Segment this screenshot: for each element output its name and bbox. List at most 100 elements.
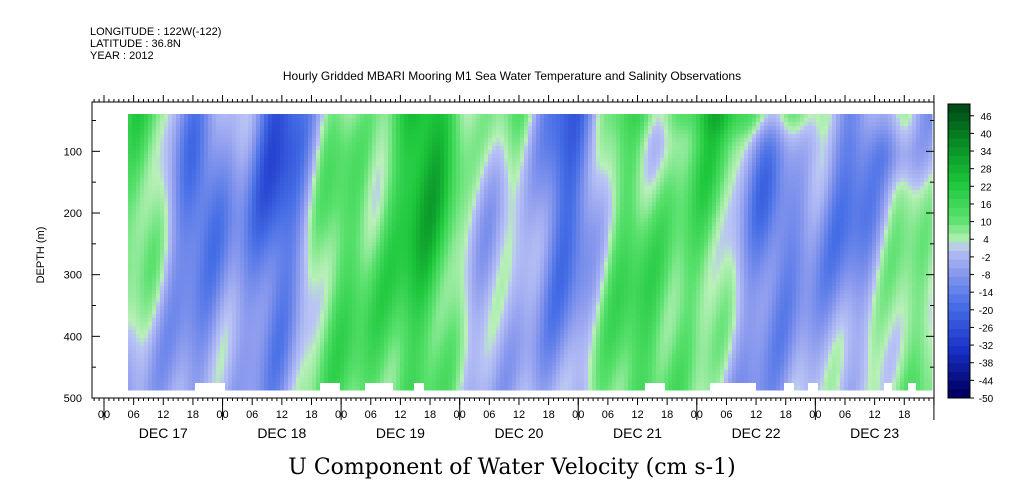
heatmap-cell [400, 130, 405, 135]
heatmap-cell [244, 122, 249, 127]
heatmap-cell [808, 194, 813, 199]
heatmap-cell [928, 178, 933, 183]
heatmap-cell [232, 142, 237, 147]
heatmap-cell [352, 138, 357, 143]
heatmap-cell [164, 126, 169, 131]
heatmap-cell [844, 130, 849, 135]
heatmap-cell [716, 190, 721, 195]
heatmap-cell [792, 158, 797, 163]
heatmap-cell [572, 158, 577, 163]
heatmap-cell [176, 170, 181, 175]
heatmap-cell [848, 202, 853, 207]
heatmap-cell [540, 134, 545, 139]
heatmap-cell [188, 194, 193, 199]
heatmap-cell [616, 126, 621, 131]
heatmap-cell [232, 130, 237, 135]
heatmap-cell [196, 182, 201, 187]
heatmap-cell [360, 134, 365, 139]
heatmap-cell [296, 162, 301, 167]
heatmap-cell [796, 158, 801, 163]
heatmap-cell [284, 126, 289, 131]
heatmap-cell [316, 210, 321, 215]
heatmap-cell [492, 126, 497, 131]
heatmap-cell [380, 142, 385, 147]
heatmap-cell [896, 134, 901, 139]
heatmap-cell [608, 130, 613, 135]
heatmap-cell [748, 146, 753, 151]
heatmap-cell [380, 146, 385, 151]
heatmap-cell [776, 158, 781, 163]
heatmap-cell [532, 162, 537, 167]
heatmap-cell [716, 146, 721, 151]
heatmap-cell [800, 162, 805, 167]
heatmap-cell [636, 146, 641, 151]
heatmap-cell [180, 158, 185, 163]
heatmap-cell [748, 118, 753, 123]
heatmap-cell [304, 150, 309, 155]
heatmap-cell [628, 162, 633, 167]
heatmap-cell [288, 122, 293, 127]
heatmap-cell [832, 206, 837, 211]
heatmap-cell [832, 134, 837, 139]
heatmap-cell [896, 150, 901, 155]
heatmap-cell [220, 178, 225, 183]
heatmap-cell [276, 194, 281, 199]
heatmap-cell [656, 202, 661, 207]
heatmap-cell [764, 118, 769, 123]
heatmap-cell [528, 118, 533, 123]
heatmap-cell [140, 114, 145, 119]
heatmap-cell [392, 150, 397, 155]
heatmap-cell [416, 202, 421, 207]
heatmap-cell [656, 178, 661, 183]
heatmap-cell [700, 162, 705, 167]
heatmap-cell [868, 194, 873, 199]
heatmap-cell [272, 142, 277, 147]
heatmap-cell [320, 198, 325, 203]
heatmap-cell [408, 202, 413, 207]
heatmap-cell [488, 178, 493, 183]
heatmap-cell [340, 114, 345, 119]
heatmap-cell [428, 210, 433, 215]
heatmap-cell [352, 126, 357, 131]
heatmap-cell [308, 178, 313, 183]
heatmap-cell [452, 138, 457, 143]
heatmap-cell [560, 166, 565, 171]
heatmap-cell [196, 118, 201, 123]
heatmap-cell [636, 174, 641, 179]
heatmap-cell [760, 210, 765, 215]
heatmap-cell [220, 174, 225, 179]
heatmap-cell [648, 194, 653, 199]
heatmap-cell [688, 170, 693, 175]
heatmap-cell [352, 162, 357, 167]
heatmap-cell [636, 186, 641, 191]
heatmap-cell [264, 146, 269, 151]
heatmap-cell [732, 150, 737, 155]
heatmap-cell [640, 198, 645, 203]
heatmap-cell [644, 114, 649, 119]
heatmap-cell [372, 158, 377, 163]
heatmap-cell [468, 122, 473, 127]
heatmap-cell [412, 162, 417, 167]
heatmap-cell [492, 154, 497, 159]
heatmap-cell [488, 170, 493, 175]
heatmap-cell [448, 118, 453, 123]
heatmap-cell [576, 154, 581, 159]
heatmap-cell [600, 154, 605, 159]
heatmap-cell [396, 158, 401, 163]
heatmap-cell [604, 194, 609, 199]
heatmap-cell [524, 142, 529, 147]
heatmap-cell [664, 126, 669, 131]
heatmap-cell [380, 178, 385, 183]
heatmap-cell [300, 118, 305, 123]
heatmap-cell [504, 118, 509, 123]
heatmap-cell [896, 130, 901, 135]
heatmap-cell [348, 178, 353, 183]
heatmap-cell [600, 138, 605, 143]
heatmap-cell [784, 114, 789, 119]
heatmap-cell [828, 142, 833, 147]
heatmap-cell [400, 198, 405, 203]
heatmap-cell [684, 178, 689, 183]
heatmap-cell [192, 118, 197, 123]
heatmap-cell [772, 178, 777, 183]
heatmap-cell [868, 190, 873, 195]
